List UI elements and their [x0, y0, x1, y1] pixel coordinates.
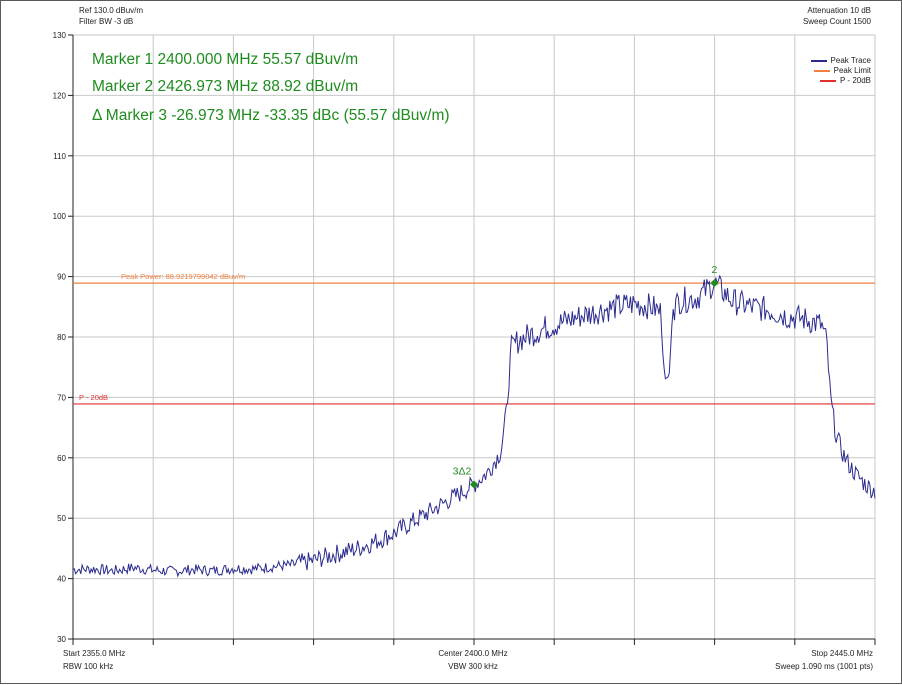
legend-peak-trace: Peak Trace [810, 56, 871, 65]
marker-3-delta-readout: Δ Marker 3 -26.973 MHz -33.35 dBc (55.57… [92, 107, 450, 124]
marker-2-readout: Marker 2 2426.973 MHz 88.92 dBuv/m [92, 78, 359, 95]
start-freq-label: Start 2355.0 MHz [63, 649, 126, 658]
y-tick-label: 80 [57, 333, 66, 342]
y-tick-label: 60 [57, 454, 66, 463]
y-tick-label: 100 [53, 212, 67, 221]
marker-1-readout: Marker 1 2400.000 MHz 55.57 dBuv/m [92, 51, 359, 68]
marker-2-label: 2 [711, 264, 717, 276]
legend-swatch-peak-limit [813, 69, 830, 72]
sweep-time-label: Sweep 1.090 ms (1001 pts) [775, 662, 873, 671]
y-tick-label: 90 [57, 273, 66, 282]
limit-lines: Peak Power: 88.9219799042 dBuv/m P - 20dB [73, 272, 875, 405]
legend-swatch-peak-trace [810, 59, 827, 62]
center-freq-label: Center 2400.0 MHz [438, 649, 508, 658]
y-tick-label: 40 [57, 575, 66, 584]
y-tick-label: 50 [57, 514, 66, 523]
sweep-count-label: Sweep Count 1500 [802, 17, 871, 26]
legend-label: Peak Limit [833, 66, 871, 75]
rbw-label: RBW 100 kHz [63, 662, 114, 671]
plot-grid [68, 34, 876, 645]
y-tick-label: 120 [53, 91, 67, 100]
p20db-label: P - 20dB [79, 393, 108, 402]
y-tick-label: 130 [53, 31, 67, 40]
y-tick-labels: 30 40 50 60 70 80 90 100 110 120 130 [53, 31, 67, 644]
vbw-label: VBW 300 kHz [448, 662, 498, 671]
y-tick-label: 30 [57, 635, 66, 644]
y-tick-label: 110 [53, 152, 66, 161]
ref-level-label: Ref 130.0 dBuv/m [79, 6, 144, 15]
attenuation-label: Attenuation 10 dB [807, 6, 871, 15]
legend-label: P - 20dB [840, 76, 871, 85]
marker-3-label: 3Δ2 [453, 466, 472, 478]
marker-3-diamond [470, 480, 478, 489]
peak-power-label: Peak Power: 88.9219799042 dBuv/m [121, 272, 245, 281]
legend-swatch-p20db [820, 79, 837, 82]
marker-2-diamond [710, 279, 719, 288]
legend-label: Peak Trace [830, 56, 871, 65]
y-tick-label: 70 [57, 393, 66, 402]
filter-bw-label: Filter BW -3 dB [79, 17, 134, 26]
legend-p20db: P - 20dB [820, 76, 871, 85]
marker-layer: 2 3Δ2 [453, 264, 719, 489]
legend-peak-limit: Peak Limit [813, 66, 871, 75]
stop-freq-label: Stop 2445.0 MHz [811, 649, 873, 658]
